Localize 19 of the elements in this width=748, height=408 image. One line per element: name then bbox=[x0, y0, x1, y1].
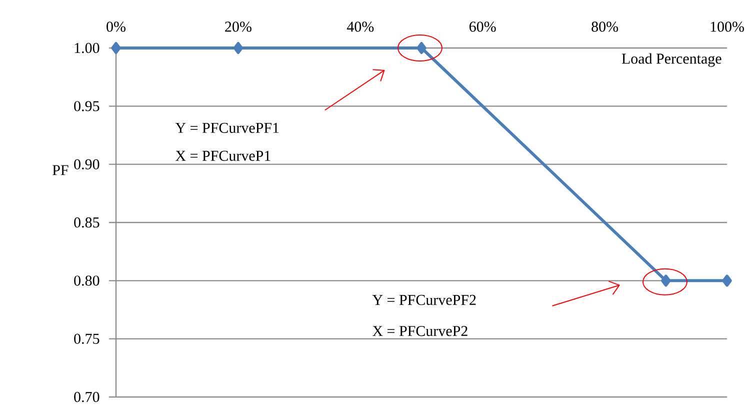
annotation: Y = PFCurvePF1 bbox=[175, 122, 279, 133]
x-axis-title: Load Percentage bbox=[622, 53, 722, 67]
x-tick-label: 20% bbox=[225, 22, 252, 32]
annotation: X = PFCurveP1 bbox=[176, 150, 270, 161]
x-tick-label: 80% bbox=[592, 22, 618, 32]
y-tick-label: 0.75 bbox=[74, 334, 100, 344]
x-tick-label: 40% bbox=[346, 22, 374, 32]
x-tick-label: 60% bbox=[470, 22, 496, 32]
y-tick-label: 0.70 bbox=[74, 392, 100, 402]
y-tick-label: 0.90 bbox=[74, 159, 100, 170]
annotation: X = PFCurveP2 bbox=[372, 326, 468, 336]
y-tick-label: 0.85 bbox=[74, 217, 100, 228]
y-tick-label: 1.00 bbox=[74, 42, 100, 54]
y-tick-label: 0.80 bbox=[74, 276, 100, 286]
x-tick-label: 100% bbox=[710, 22, 744, 32]
x-tick-label: 0% bbox=[106, 22, 126, 32]
annotation: Y = PFCurvePF2 bbox=[372, 294, 476, 306]
y-tick-label: 0.95 bbox=[74, 101, 100, 112]
y-axis-title: PF bbox=[52, 165, 68, 176]
